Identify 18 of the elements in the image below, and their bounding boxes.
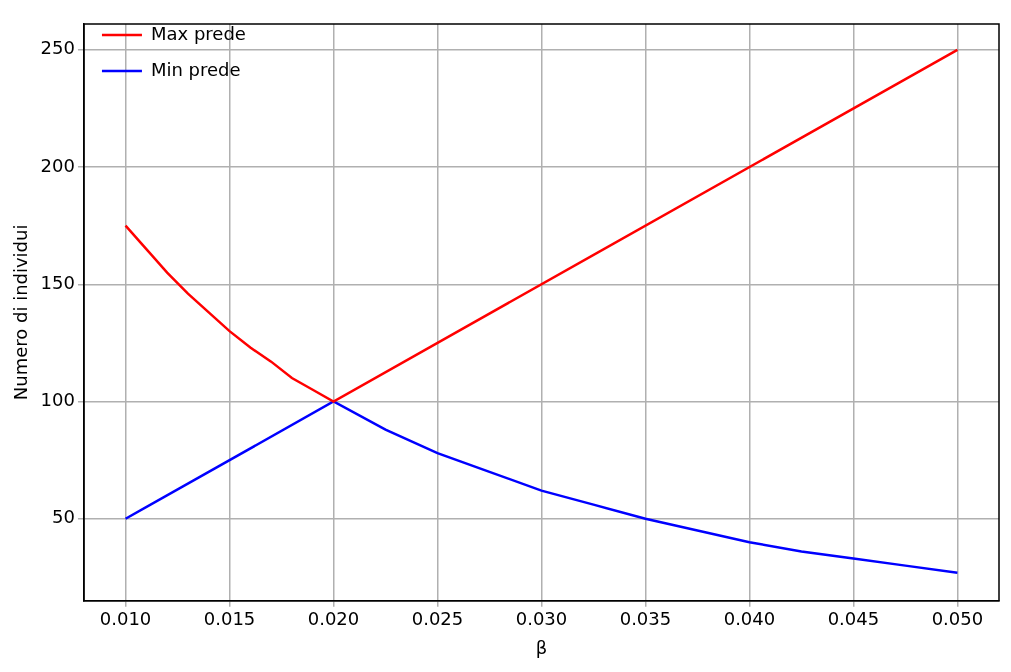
x-tick-label: 0.025: [411, 608, 464, 630]
y-tick-label: 250: [40, 37, 75, 59]
x-tick-label: 0.010: [99, 608, 152, 630]
x-tick-label: 0.035: [619, 608, 672, 630]
y-tick-label: 100: [40, 389, 75, 411]
y-tick-label: 50: [52, 506, 75, 528]
x-tick-label: 0.020: [307, 608, 360, 630]
x-tick-label: 0.045: [827, 608, 880, 630]
x-tick-label: 0.040: [723, 608, 776, 630]
x-tick-label: 0.050: [931, 608, 984, 630]
x-axis-title: β: [535, 636, 548, 658]
y-axis-title: Numero di individui: [10, 224, 32, 401]
x-tick-label: 0.030: [515, 608, 568, 630]
x-tick-label: 0.015: [203, 608, 256, 630]
legend-label: Min prede: [150, 58, 241, 80]
legend-label: Max prede: [150, 22, 246, 44]
y-tick-label: 150: [40, 271, 75, 293]
y-tick-label: 200: [40, 154, 75, 176]
